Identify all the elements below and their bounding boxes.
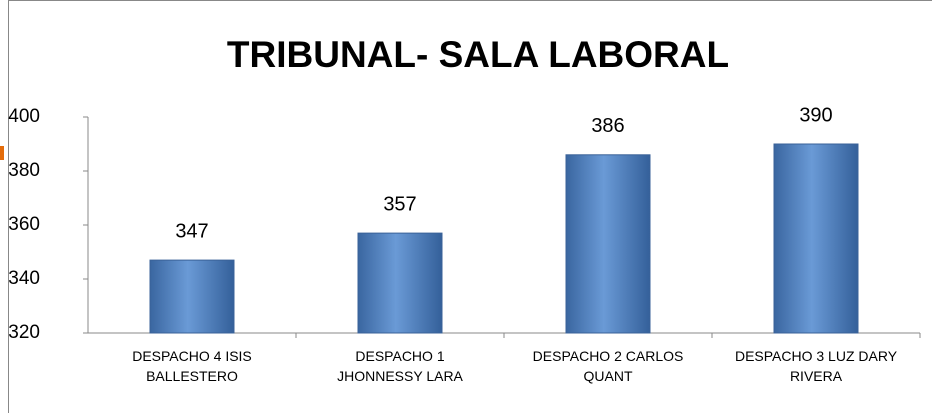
- chart-title: TRIBUNAL- SALA LABORAL: [227, 34, 729, 75]
- data-label: 347: [175, 220, 208, 242]
- x-tick-label: DESPACHO 3 LUZ DARY RIVERA: [734, 348, 898, 384]
- data-label: 390: [799, 104, 832, 126]
- data-label: 386: [591, 115, 624, 137]
- y-tick-label: 380: [8, 160, 40, 181]
- bar: [773, 143, 859, 334]
- bar: [565, 154, 651, 334]
- y-tick-label: 320: [8, 322, 40, 343]
- y-tick-label: 360: [8, 214, 40, 235]
- x-tick-label: DESPACHO 2 CARLOS QUANT: [532, 348, 684, 384]
- edge-marker: [0, 146, 4, 160]
- x-tick-label: DESPACHO 1 JHONNESSY LARA: [337, 348, 463, 384]
- data-label: 357: [383, 193, 416, 215]
- y-tick-label: 340: [8, 268, 40, 289]
- bar: [357, 232, 443, 334]
- bar: [149, 259, 235, 334]
- x-tick-label: DESPACHO 4 ISIS BALLESTERO: [132, 348, 252, 384]
- y-tick-label: 400: [8, 106, 40, 127]
